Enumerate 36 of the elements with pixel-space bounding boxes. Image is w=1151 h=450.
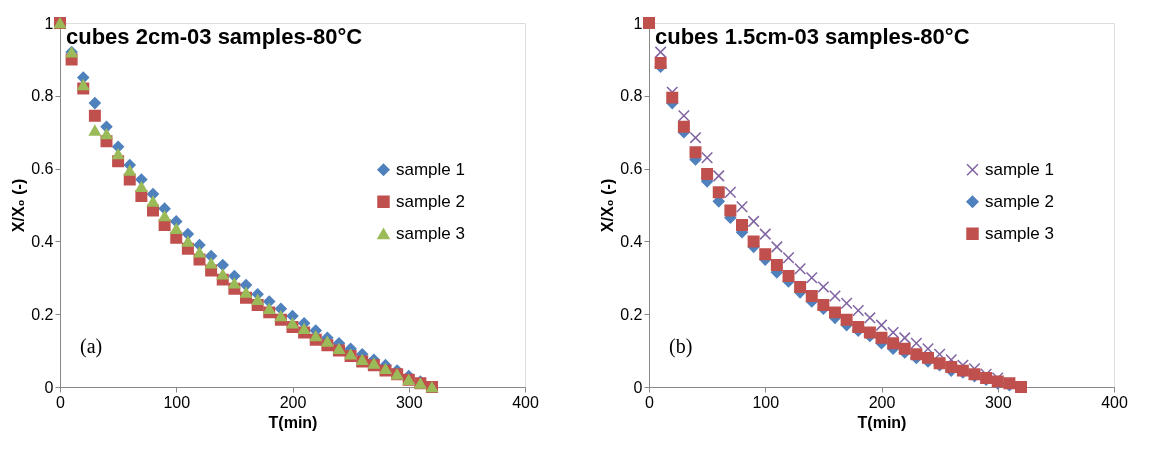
x-tick-label: 0 (56, 393, 66, 411)
legend-label: sample 3 (985, 223, 1054, 243)
y-tick-label: 0.8 (31, 87, 54, 105)
y-tick-label: 0 (633, 378, 643, 396)
x-tick-label: 0 (645, 393, 655, 411)
legend-label: sample 2 (985, 191, 1054, 211)
x-tick-label: 100 (163, 393, 191, 411)
y-tick-label: 1 (44, 14, 54, 32)
annotation: (b) (669, 335, 693, 358)
x-axis-title: T(min) (857, 413, 907, 431)
x-tick-label: 400 (1101, 393, 1128, 411)
chart-title: cubes 1.5cm-03 samples-80°C (655, 24, 970, 49)
legend-label: sample 1 (985, 159, 1054, 179)
y-tick-label: 0.6 (31, 160, 54, 178)
x-tick-label: 200 (868, 393, 896, 411)
x-tick-label: 100 (752, 393, 780, 411)
y-tick-label: 0.6 (620, 160, 643, 178)
y-tick-label: 0 (44, 378, 54, 396)
x-axis-title: T(min) (268, 413, 318, 431)
y-tick-label: 0.4 (620, 232, 643, 250)
annotation: (a) (80, 335, 103, 358)
x-tick-label: 300 (984, 393, 1012, 411)
legend-label: sample 2 (396, 191, 465, 211)
x-tick-label: 300 (395, 393, 423, 411)
x-tick-label: 400 (512, 393, 539, 411)
chart-title: cubes 2cm-03 samples-80°C (66, 24, 363, 49)
y-axis-title: X/X₀ (-) (10, 178, 28, 233)
y-tick-label: 0.2 (620, 305, 643, 323)
y-tick-label: 0.8 (620, 87, 643, 105)
y-axis-title: X/X₀ (-) (599, 178, 617, 233)
x-tick-label: 200 (279, 393, 307, 411)
y-tick-label: 1 (633, 14, 643, 32)
legend-label: sample 3 (396, 223, 465, 243)
y-tick-label: 0.4 (31, 232, 54, 250)
y-tick-label: 0.2 (31, 305, 54, 323)
legend-label: sample 1 (396, 159, 465, 179)
